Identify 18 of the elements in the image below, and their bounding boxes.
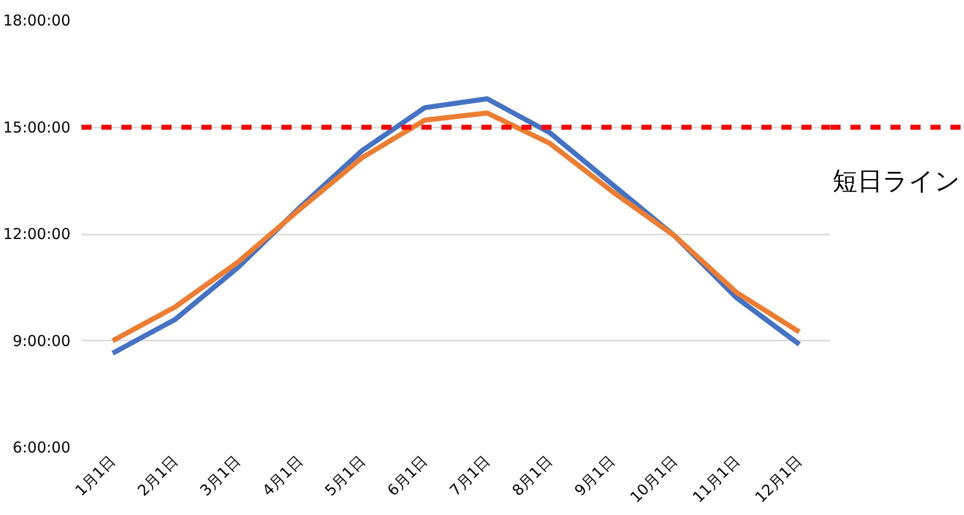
x-tick-label: 2月1日 — [134, 452, 182, 500]
x-tick-label: 9月1日 — [570, 452, 618, 500]
x-tick-label: 7月1日 — [446, 452, 494, 500]
x-tick-label: 4月1日 — [258, 452, 306, 500]
x-tick-label: 5月1日 — [321, 452, 369, 500]
x-tick-label: 1月1日 — [72, 452, 120, 500]
x-tick-label: 8月1日 — [508, 452, 556, 500]
x-tick-label: 11月1日 — [689, 452, 744, 506]
ref-line-label: 短日ライン — [832, 166, 960, 196]
y-tick-label: 18:00:00 — [3, 12, 71, 30]
y-tick-label: 9:00:00 — [12, 332, 71, 350]
x-tick-label: 10月1日 — [626, 452, 681, 506]
y-tick-label: 15:00:00 — [3, 118, 71, 136]
y-tick-label: 12:00:00 — [3, 225, 71, 243]
x-tick-label: 6月1日 — [384, 452, 432, 500]
x-tick-label: 3月1日 — [196, 452, 244, 500]
y-tick-label: 6:00:00 — [12, 438, 71, 456]
x-tick-label: 12月1日 — [751, 452, 806, 506]
